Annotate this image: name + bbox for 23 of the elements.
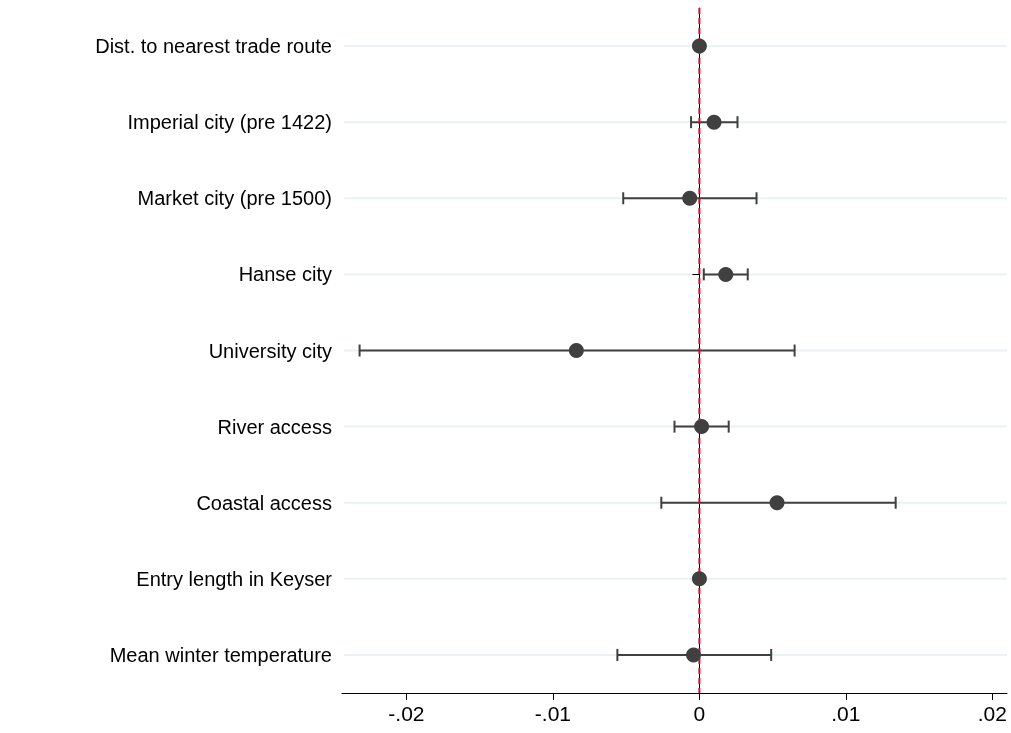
x-tick-label: -.01 bbox=[534, 702, 572, 725]
point bbox=[686, 647, 702, 663]
point bbox=[691, 571, 707, 587]
point bbox=[769, 495, 785, 511]
point bbox=[682, 190, 698, 206]
y-tick-label: Hanse city bbox=[238, 263, 332, 286]
y-tick-label: Mean winter temperature bbox=[109, 643, 332, 666]
point bbox=[691, 38, 707, 54]
y-tick-label: Dist. to nearest trade route bbox=[95, 35, 332, 58]
y-tick-label: River access bbox=[217, 415, 332, 438]
x-tick-label: 0 bbox=[693, 702, 706, 725]
x-tick-label: .02 bbox=[977, 702, 1007, 725]
y-tick-label: Imperial city (pre 1422) bbox=[127, 111, 332, 134]
point bbox=[568, 343, 584, 358]
y-tick-label: Coastal access bbox=[196, 491, 332, 514]
point bbox=[694, 419, 710, 435]
point bbox=[718, 266, 734, 282]
point bbox=[706, 114, 722, 130]
y-tick-label: Entry length in Keyser bbox=[136, 567, 333, 590]
y-tick-label: University city bbox=[208, 339, 332, 362]
x-tick-label: -.02 bbox=[388, 702, 425, 725]
x-tick-label: .01 bbox=[831, 702, 861, 725]
y-tick-label: Market city (pre 1500) bbox=[137, 187, 332, 210]
